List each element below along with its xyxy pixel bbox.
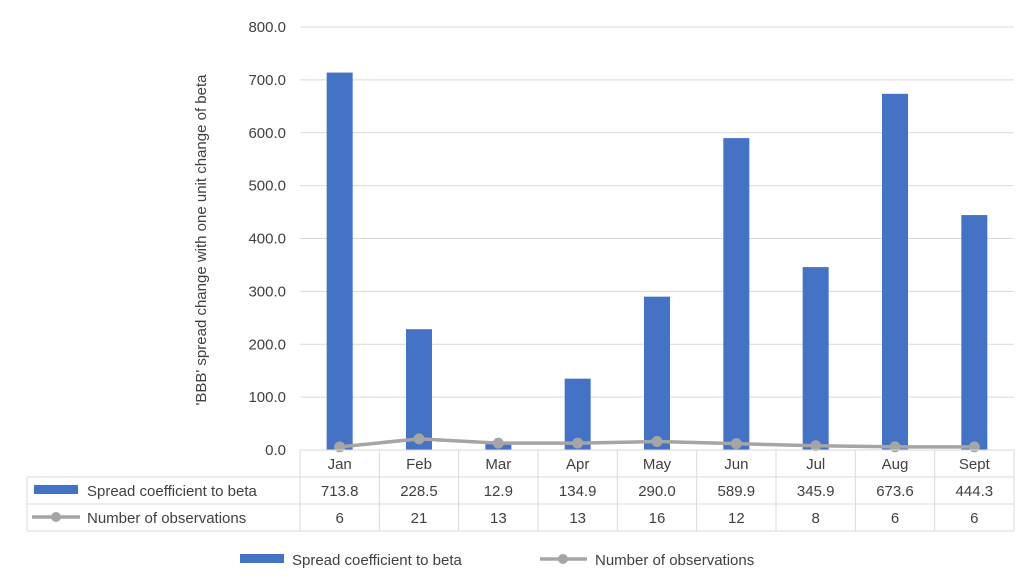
table-series-name: Spread coefficient to beta xyxy=(87,483,257,500)
table-cell-value: 12.9 xyxy=(484,483,513,500)
x-category-label: Sept xyxy=(959,456,991,473)
observation-point-jul xyxy=(810,440,822,452)
y-axis-ticks: 0.0 100.0 200.0 300.0 400.0 500.0 600.0 700.0 80… xyxy=(248,19,286,459)
observation-point-mar xyxy=(492,437,504,449)
table-cell-value: 228.5 xyxy=(400,483,438,500)
table-cell-value: 16 xyxy=(649,510,666,527)
observation-point-apr xyxy=(572,437,584,449)
data-table: Jan Feb Mar Apr May Jun Jul Aug Sept Spread coeff… xyxy=(26,449,1015,532)
bar-jun xyxy=(723,138,750,450)
y-tick-label: 300.0 xyxy=(248,283,286,300)
x-category-label: Apr xyxy=(566,456,589,473)
y-tick-label: 500.0 xyxy=(248,178,286,195)
table-cell-value: 589.9 xyxy=(718,483,756,500)
legend-key-bar xyxy=(240,554,284,563)
observation-point-aug xyxy=(889,441,901,453)
table-cell-value: 6 xyxy=(970,510,978,527)
x-category-label: May xyxy=(643,456,672,473)
legend: Spread coefficient to beta Number of obse… xyxy=(240,552,754,569)
table-cell-value: 8 xyxy=(811,510,819,527)
table-cell-value: 713.8 xyxy=(321,483,359,500)
y-tick-label: 400.0 xyxy=(248,231,286,248)
y-tick-label: 100.0 xyxy=(248,389,286,406)
line-series xyxy=(334,433,980,453)
table-cell-value: 6 xyxy=(335,510,343,527)
x-category-label: Jun xyxy=(724,456,748,473)
x-category-label: Jul xyxy=(806,456,825,473)
table-legend-key-bar xyxy=(34,485,78,494)
table-cell-value: 673.6 xyxy=(876,483,914,500)
bar-sept xyxy=(961,215,988,450)
bar-aug xyxy=(882,93,908,451)
observation-point-may xyxy=(651,436,663,448)
table-legend-key-marker xyxy=(51,512,61,522)
observation-point-feb xyxy=(413,433,425,445)
legend-key-marker xyxy=(558,554,568,564)
y-tick-label: 0.0 xyxy=(265,442,286,459)
table-cell-value: 21 xyxy=(411,510,428,527)
y-tick-label: 800.0 xyxy=(248,19,286,36)
legend-label: Number of observations xyxy=(595,552,754,569)
y-tick-label: 700.0 xyxy=(248,72,286,89)
table-cell-value: 345.9 xyxy=(797,483,835,500)
y-tick-label: 600.0 xyxy=(248,125,286,142)
bar-feb xyxy=(406,329,432,450)
table-cell-value: 134.9 xyxy=(559,483,597,500)
table-cell-value: 6 xyxy=(891,510,899,527)
bar-series xyxy=(326,72,988,451)
table-cell-value: 12 xyxy=(728,510,745,527)
table-cell-value: 13 xyxy=(569,510,586,527)
table-cell-value: 444.3 xyxy=(956,483,994,500)
y-axis-label: 'BBB' spread change with one unit change… xyxy=(193,74,210,406)
bar-jul xyxy=(802,267,829,450)
table-series-name: Number of observations xyxy=(87,510,246,527)
x-category-label: Mar xyxy=(485,456,511,473)
table-cell-value: 290.0 xyxy=(638,483,676,500)
x-category-label: Aug xyxy=(882,456,909,473)
x-category-label: Feb xyxy=(406,456,432,473)
y-tick-label: 200.0 xyxy=(248,336,286,353)
table-cell-value: 13 xyxy=(490,510,507,527)
legend-label: Spread coefficient to beta xyxy=(292,552,462,569)
x-category-label: Jan xyxy=(328,456,352,473)
observation-point-jun xyxy=(730,438,742,450)
observation-point-sept xyxy=(968,441,980,453)
bar-may xyxy=(644,296,670,450)
bar-jan xyxy=(326,72,353,450)
observation-point-jan xyxy=(334,441,346,453)
